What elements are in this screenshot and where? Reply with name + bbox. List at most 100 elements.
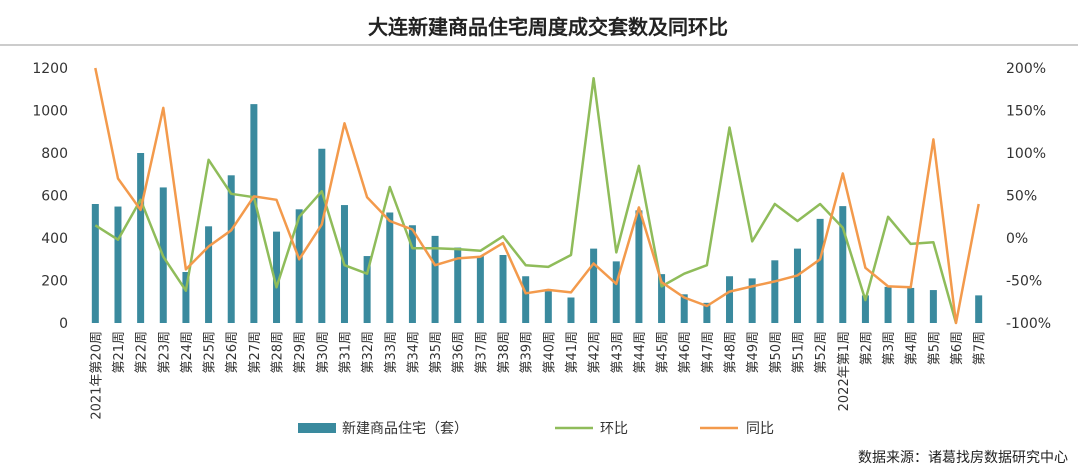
x-axis-tick: 第50周	[769, 331, 784, 374]
bar	[544, 291, 552, 323]
x-axis-tick: 第21周	[112, 331, 127, 374]
bar	[771, 260, 779, 323]
chart-title: 大连新建商品住宅周度成交套数及同环比	[368, 15, 728, 39]
bar	[408, 225, 416, 323]
bar	[567, 297, 575, 323]
left-axis-tick: 0	[59, 316, 68, 332]
bar	[703, 302, 711, 323]
left-axis-tick: 600	[41, 189, 68, 205]
bar	[137, 153, 145, 323]
x-axis-tick: 第6周	[950, 331, 965, 365]
bar	[431, 235, 439, 323]
bar	[318, 148, 326, 323]
bar	[91, 204, 99, 323]
right-axis-tick: 0%	[1006, 231, 1028, 247]
bar	[612, 261, 620, 323]
x-axis-tick: 第30周	[316, 331, 331, 374]
x-axis-tick: 第39周	[520, 331, 535, 374]
bar	[205, 226, 213, 323]
x-axis-tick: 第49周	[746, 331, 761, 374]
x-axis-tick: 第2周	[859, 331, 874, 365]
bar	[839, 206, 847, 323]
x-axis-tick: 第48周	[724, 331, 739, 374]
right-axis-tick: -50%	[1006, 274, 1042, 290]
bar	[658, 274, 666, 323]
bar	[273, 231, 281, 323]
left-axis-tick: 1000	[32, 104, 68, 120]
left-axis-tick: 800	[41, 146, 68, 162]
x-axis-tick: 第38周	[497, 331, 512, 374]
x-axis-tick: 第23周	[157, 331, 172, 374]
x-axis-tick: 第22周	[135, 331, 150, 374]
bar	[454, 247, 462, 323]
bar	[884, 286, 892, 323]
x-axis-tick: 第46周	[678, 331, 693, 374]
x-axis-tick: 第43周	[610, 331, 625, 374]
bar	[726, 276, 734, 323]
bar	[793, 248, 801, 323]
x-axis-tick: 第45周	[656, 331, 671, 374]
x-axis-tick: 第31周	[338, 331, 353, 374]
right-axis-tick: 200%	[1006, 61, 1046, 77]
bar	[929, 290, 937, 323]
right-axis-tick: 50%	[1006, 189, 1037, 205]
x-axis-tick: 第26周	[225, 331, 240, 374]
bar	[748, 278, 756, 323]
left-axis-tick: 400	[41, 231, 68, 247]
right-axis-tick: 100%	[1006, 146, 1046, 162]
series-line-tongbi	[94, 67, 980, 325]
bar	[590, 248, 598, 323]
bar	[227, 175, 235, 323]
bar	[250, 104, 258, 323]
x-axis-tick: 第41周	[565, 331, 580, 374]
x-axis-tick: 第28周	[271, 331, 286, 374]
bar	[680, 294, 688, 323]
left-axis-tick: 1200	[32, 61, 68, 77]
bar	[522, 276, 530, 323]
left-axis-tick: 200	[41, 274, 68, 290]
bar	[907, 287, 915, 323]
x-axis-tick: 第24周	[180, 331, 195, 374]
bar	[861, 295, 869, 323]
bar	[386, 212, 394, 323]
x-axis-tick: 第35周	[429, 331, 444, 374]
right-axis-tick: -100%	[1006, 316, 1051, 332]
bar	[816, 218, 824, 323]
bar	[476, 256, 484, 323]
bar	[975, 295, 983, 323]
bar	[182, 272, 190, 323]
legend-swatch-bars	[298, 423, 336, 433]
x-axis-tick: 第34周	[406, 331, 421, 374]
x-axis-tick: 第52周	[814, 331, 829, 374]
x-axis-tick: 第32周	[361, 331, 376, 374]
source-note: 数据来源：诸葛找房数据研究中心	[858, 450, 1068, 466]
series-line-huanbi	[94, 76, 958, 324]
x-axis-tick: 第29周	[293, 331, 308, 374]
bar	[363, 256, 371, 323]
x-axis-tick: 第37周	[474, 331, 489, 374]
x-axis-tick: 第40周	[542, 331, 557, 374]
x-axis-tick: 第51周	[791, 331, 806, 374]
bar	[114, 206, 122, 323]
x-axis-tick: 2022年第1周	[837, 331, 852, 411]
bar	[635, 210, 643, 323]
x-axis-tick: 第4周	[905, 331, 920, 365]
x-axis-tick: 第44周	[633, 331, 648, 374]
x-axis-tick: 第7周	[973, 331, 988, 365]
x-axis-tick: 第33周	[384, 331, 399, 374]
legend-label-bars: 新建商品住宅（套）	[342, 421, 468, 437]
x-axis-tick: 第47周	[701, 331, 716, 374]
right-axis-tick: 150%	[1006, 104, 1046, 120]
bar	[499, 255, 507, 323]
x-axis-tick: 第27周	[248, 331, 263, 374]
x-axis-tick: 第36周	[452, 331, 467, 374]
x-axis-tick: 第42周	[588, 331, 603, 374]
x-axis-tick: 第5周	[927, 331, 942, 365]
legend-label-huanbi: 环比	[600, 421, 628, 437]
x-axis-tick: 第25周	[203, 331, 218, 374]
bar	[295, 209, 303, 323]
x-axis-tick: 第3周	[882, 331, 897, 365]
x-axis-tick: 2021年第20周	[89, 331, 104, 420]
legend-label-tongbi: 同比	[746, 421, 774, 437]
